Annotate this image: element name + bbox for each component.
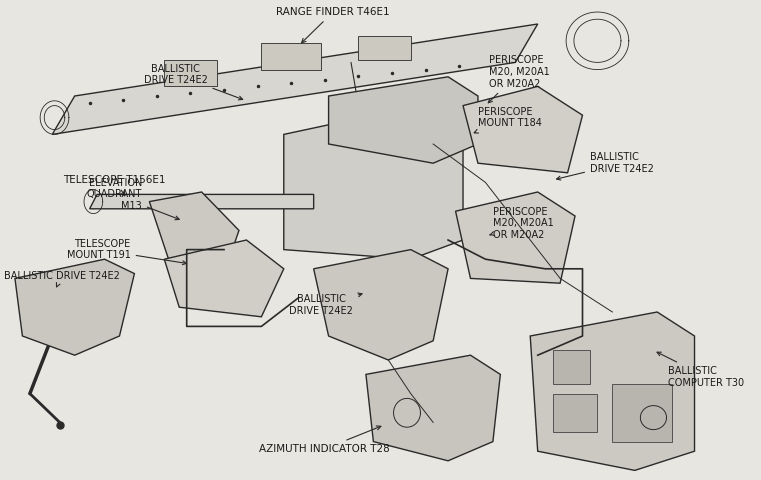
Text: BALLISTIC
DRIVE T24E2: BALLISTIC DRIVE T24E2 — [556, 153, 654, 180]
Text: ELEVATION
QUADRANT
M13: ELEVATION QUADRANT M13 — [87, 178, 179, 220]
Bar — [358, 36, 411, 60]
Text: TELESCOPE
MOUNT T191: TELESCOPE MOUNT T191 — [67, 239, 186, 264]
Text: TELESCOPE T156E1: TELESCOPE T156E1 — [63, 175, 166, 196]
Text: PERISCOPE
MOUNT T184: PERISCOPE MOUNT T184 — [474, 107, 542, 133]
Polygon shape — [53, 24, 538, 134]
Polygon shape — [329, 77, 478, 163]
Text: AZIMUTH INDICATOR T28: AZIMUTH INDICATOR T28 — [260, 426, 390, 454]
Polygon shape — [164, 240, 284, 317]
Bar — [261, 43, 321, 70]
Polygon shape — [15, 259, 135, 355]
Polygon shape — [530, 312, 695, 470]
Bar — [164, 60, 217, 86]
Bar — [613, 384, 672, 442]
Polygon shape — [149, 192, 239, 274]
Text: BALLISTIC
DRIVE T24E2: BALLISTIC DRIVE T24E2 — [144, 64, 243, 100]
Bar — [552, 350, 590, 384]
Polygon shape — [366, 355, 500, 461]
Polygon shape — [456, 192, 575, 283]
Text: BALLISTIC
COMPUTER T30: BALLISTIC COMPUTER T30 — [657, 352, 744, 388]
Polygon shape — [314, 250, 448, 360]
Text: PERISCOPE
M20, M20A1
OR M20A2: PERISCOPE M20, M20A1 OR M20A2 — [490, 206, 554, 240]
Text: RANGE FINDER T46E1: RANGE FINDER T46E1 — [276, 7, 390, 43]
Text: BALLISTIC DRIVE T24E2: BALLISTIC DRIVE T24E2 — [4, 271, 119, 287]
Polygon shape — [90, 194, 314, 209]
Bar — [552, 394, 597, 432]
Polygon shape — [284, 106, 463, 259]
Text: PERISCOPE
M20, M20A1
OR M20A2: PERISCOPE M20, M20A1 OR M20A2 — [489, 55, 550, 103]
Polygon shape — [463, 86, 582, 173]
Text: BALLISTIC
DRIVE T24E2: BALLISTIC DRIVE T24E2 — [289, 293, 362, 316]
